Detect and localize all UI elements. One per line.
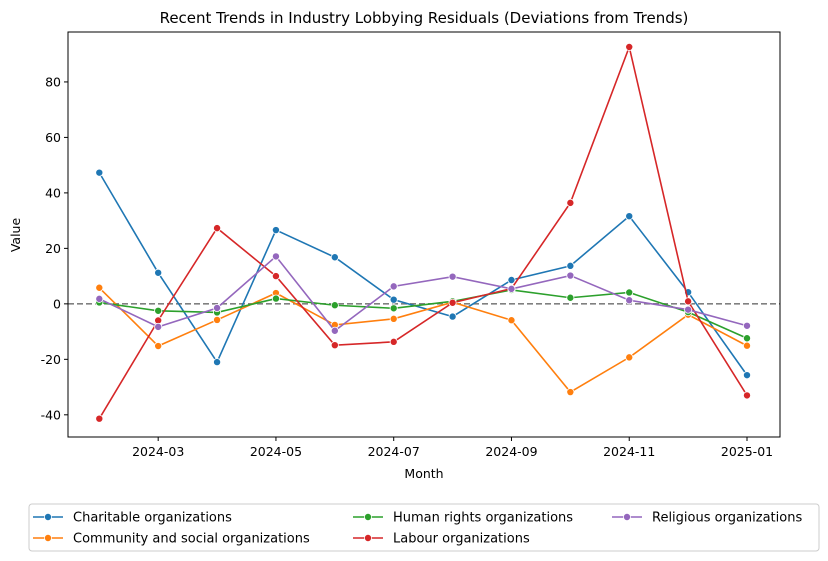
- legend-item: Human rights organizations: [353, 511, 573, 526]
- legend-swatch-marker: [44, 513, 53, 522]
- data-point: [330, 326, 339, 335]
- legend-swatch-marker: [363, 534, 372, 543]
- legend-item: Labour organizations: [353, 532, 530, 547]
- data-point: [566, 261, 575, 270]
- x-tick-label: 2024-03: [132, 444, 184, 459]
- x-axis-label: Month: [404, 466, 443, 481]
- data-point: [330, 301, 339, 310]
- data-point: [213, 304, 222, 313]
- legend-label: Labour organizations: [393, 532, 530, 547]
- data-point: [743, 391, 752, 400]
- y-tick-label: 20: [45, 241, 61, 256]
- y-tick-label: 0: [53, 296, 61, 311]
- data-point: [271, 252, 280, 261]
- series-3: [95, 42, 752, 423]
- legend-label: Religious organizations: [652, 511, 802, 526]
- data-point: [625, 353, 634, 362]
- data-point: [213, 315, 222, 324]
- y-axis-label: Value: [8, 218, 23, 253]
- data-point: [330, 253, 339, 262]
- data-point: [566, 271, 575, 280]
- x-tick-label: 2025-01: [721, 444, 773, 459]
- x-tick-label: 2024-07: [368, 444, 420, 459]
- data-point: [625, 288, 634, 297]
- data-point: [448, 312, 457, 321]
- data-point: [566, 293, 575, 302]
- y-tick-label: -40: [41, 407, 61, 422]
- data-point: [95, 294, 104, 303]
- data-point: [154, 342, 163, 351]
- series-2: [95, 285, 752, 343]
- legend-label: Charitable organizations: [73, 511, 232, 526]
- data-point: [743, 334, 752, 343]
- data-point: [743, 341, 752, 350]
- data-point: [95, 168, 104, 177]
- data-point: [507, 316, 516, 325]
- data-point: [154, 306, 163, 315]
- data-point: [271, 294, 280, 303]
- data-point: [95, 283, 104, 292]
- legend-swatch-marker: [44, 534, 53, 543]
- y-axis: -40 -20 0 20 40 60 80: [41, 74, 68, 422]
- legend-label: Community and social organizations: [73, 532, 310, 547]
- data-point: [625, 212, 634, 221]
- legend-item: Community and social organizations: [33, 532, 310, 547]
- data-point: [389, 295, 398, 304]
- legend-frame: [28, 503, 820, 552]
- series-line: [98, 44, 748, 420]
- y-tick-label: 40: [45, 185, 61, 200]
- data-point: [625, 42, 634, 51]
- series-0: [95, 168, 752, 380]
- chart-title: Recent Trends in Industry Lobbying Resid…: [160, 9, 689, 27]
- legend-item: Charitable organizations: [33, 511, 232, 526]
- data-point: [271, 226, 280, 235]
- data-point: [743, 371, 752, 380]
- data-point: [625, 296, 634, 305]
- legend-item: Religious organizations: [612, 511, 802, 526]
- data-point: [389, 337, 398, 346]
- legend-label: Human rights organizations: [393, 511, 573, 526]
- series-line: [98, 172, 748, 376]
- data-point: [271, 272, 280, 281]
- data-point: [330, 341, 339, 350]
- x-tick-label: 2024-11: [603, 444, 655, 459]
- y-tick-label: -20: [41, 352, 61, 367]
- plot-frame: [67, 31, 781, 438]
- legend-swatch-marker: [363, 513, 372, 522]
- plot-area: [68, 42, 780, 423]
- data-point: [507, 284, 516, 293]
- x-axis: 2024-03 2024-05 2024-07 2024-09 2024-11 2025-…: [132, 437, 773, 459]
- data-point: [566, 198, 575, 207]
- data-point: [743, 321, 752, 330]
- data-point: [95, 414, 104, 423]
- x-tick-label: 2024-09: [485, 444, 537, 459]
- data-point: [507, 275, 516, 284]
- legend-swatch-marker: [623, 513, 632, 522]
- x-tick-label: 2024-05: [250, 444, 302, 459]
- series-line: [98, 287, 748, 394]
- data-point: [213, 224, 222, 233]
- data-point: [684, 297, 693, 306]
- series-4: [95, 252, 752, 335]
- data-point: [566, 388, 575, 397]
- data-point: [448, 272, 457, 281]
- data-point: [389, 304, 398, 313]
- y-tick-label: 60: [45, 130, 61, 145]
- data-point: [684, 305, 693, 314]
- data-point: [389, 314, 398, 323]
- data-point: [213, 358, 222, 367]
- data-point: [154, 268, 163, 277]
- data-point: [154, 322, 163, 331]
- data-point: [389, 282, 398, 291]
- y-tick-label: 80: [45, 74, 61, 89]
- series-line: [99, 289, 748, 339]
- legend: Charitable organizations Community and so…: [28, 503, 820, 552]
- data-point: [448, 298, 457, 307]
- series-line: [98, 255, 748, 332]
